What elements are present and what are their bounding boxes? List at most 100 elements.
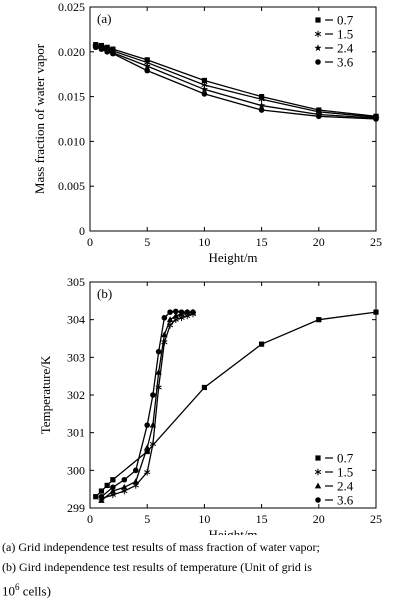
legend-label: 3.6 <box>337 55 354 70</box>
data-point <box>149 421 157 428</box>
data-point <box>104 49 110 55</box>
data-point <box>258 95 265 103</box>
y-tick-label: 0.020 <box>58 45 85 59</box>
legend-marker-stroke <box>314 469 322 475</box>
legend-entry: 2.4 <box>314 479 354 494</box>
data-point <box>144 448 150 455</box>
legend-marker <box>314 482 322 489</box>
legend-marker <box>315 497 321 503</box>
data-point <box>161 331 168 338</box>
series-line <box>101 310 193 498</box>
data-point <box>144 468 151 476</box>
data-point <box>121 476 128 483</box>
data-point <box>173 308 179 315</box>
x-tick-label: 25 <box>370 235 382 249</box>
y-axis-label: Temperature/K <box>38 355 53 434</box>
legend-marker <box>315 59 321 65</box>
data-point-stroke <box>201 82 208 88</box>
data-point <box>200 85 209 93</box>
figure: 0 5 10 15 20 25 0 0.005 0.010 0.015 0.020 0.025 Heig… <box>32 0 382 535</box>
y-tick-label: 0.025 <box>58 0 85 14</box>
plot-frame <box>89 6 377 232</box>
legend-entry: 0.7 <box>315 13 354 28</box>
series-line <box>95 43 377 117</box>
x-tick-label: 20 <box>313 512 325 526</box>
y-tick-label: 0.010 <box>58 134 85 148</box>
panel-a: 0 5 10 15 20 25 0 0.005 0.010 0.015 0.020 0.025 Heig… <box>32 0 382 265</box>
x-tick-label: 20 <box>313 235 325 249</box>
data-point <box>201 91 208 97</box>
data-point <box>258 107 265 113</box>
legend-entry: 1.5 <box>314 27 353 42</box>
caption-unit-text: cells) <box>19 583 51 599</box>
x-tick-label: 5 <box>144 235 150 249</box>
y-tick-label: 305 <box>67 275 85 289</box>
data-point <box>98 46 105 52</box>
data-point <box>184 309 191 315</box>
legend-label: 1.5 <box>337 465 353 480</box>
data-point <box>93 494 99 500</box>
y-tick-label: 0.015 <box>58 90 85 104</box>
data-point <box>259 341 265 347</box>
caption-line-b: (b) Gird independence test results of te… <box>2 560 312 574</box>
series-1.5 <box>92 42 380 121</box>
data-point <box>98 497 105 503</box>
caption-line-a: (a) Grid independence test results of ma… <box>2 540 320 554</box>
data-point <box>98 488 105 494</box>
y-tick-label: 0.005 <box>58 179 85 193</box>
data-point-stroke <box>184 313 191 318</box>
legend-marker <box>315 455 321 461</box>
x-tick-label: 0 <box>87 512 93 526</box>
data-point-stroke <box>258 97 265 102</box>
caption-unit-exponent: 6 <box>15 582 20 592</box>
legend-entry: 1.5 <box>314 465 353 480</box>
data-point <box>144 444 151 451</box>
data-point-stroke <box>132 483 139 488</box>
legend-label: 2.4 <box>337 479 354 494</box>
x-tick-label: 10 <box>198 235 210 249</box>
data-point <box>104 482 110 488</box>
data-point-stroke <box>172 317 179 322</box>
data-point <box>150 392 156 398</box>
panel-b: 0 5 10 15 20 25 299 300 301 302 303 304 305 Height/m T… <box>38 275 382 535</box>
data-point <box>373 116 379 122</box>
legend-entry: 3.6 <box>315 493 354 508</box>
series-0.7 <box>93 309 379 500</box>
legend-label: 0.7 <box>337 13 354 28</box>
y-tick-label: 304 <box>67 313 85 327</box>
legend-label: 2.4 <box>337 41 354 56</box>
legend: 0.71.52.43.6 <box>314 13 354 70</box>
data-point <box>110 484 116 491</box>
legend-label: 0.7 <box>337 451 354 466</box>
panel-label: (b) <box>97 286 112 301</box>
legend-entry: 3.6 <box>315 55 354 70</box>
data-point-stroke <box>178 315 185 320</box>
data-point <box>110 477 116 483</box>
y-tick-label: 300 <box>67 463 85 477</box>
data-point <box>161 314 168 321</box>
data-point <box>121 483 128 490</box>
x-tick-label: 0 <box>87 235 93 249</box>
legend-label: 3.6 <box>337 493 354 508</box>
data-point <box>143 62 151 70</box>
data-point-stroke <box>121 488 128 494</box>
data-point <box>109 487 117 494</box>
data-point <box>316 317 322 323</box>
data-point <box>166 316 174 323</box>
y-axis-label: Mass fraction of water vapor <box>32 43 47 194</box>
data-point <box>201 77 207 84</box>
data-point-stroke <box>109 492 116 497</box>
data-point-stroke <box>149 441 157 447</box>
data-point <box>172 312 179 319</box>
legend-marker <box>314 30 322 38</box>
plot-frame <box>89 281 377 509</box>
legend-entry: 2.4 <box>314 41 354 56</box>
data-point <box>144 67 150 74</box>
data-point <box>257 101 266 109</box>
data-point <box>316 113 322 120</box>
data-point <box>98 493 105 500</box>
x-tick-label: 10 <box>198 512 210 526</box>
series-1.5 <box>98 310 197 502</box>
legend-marker <box>314 468 322 476</box>
legend-marker-stroke <box>314 31 322 37</box>
